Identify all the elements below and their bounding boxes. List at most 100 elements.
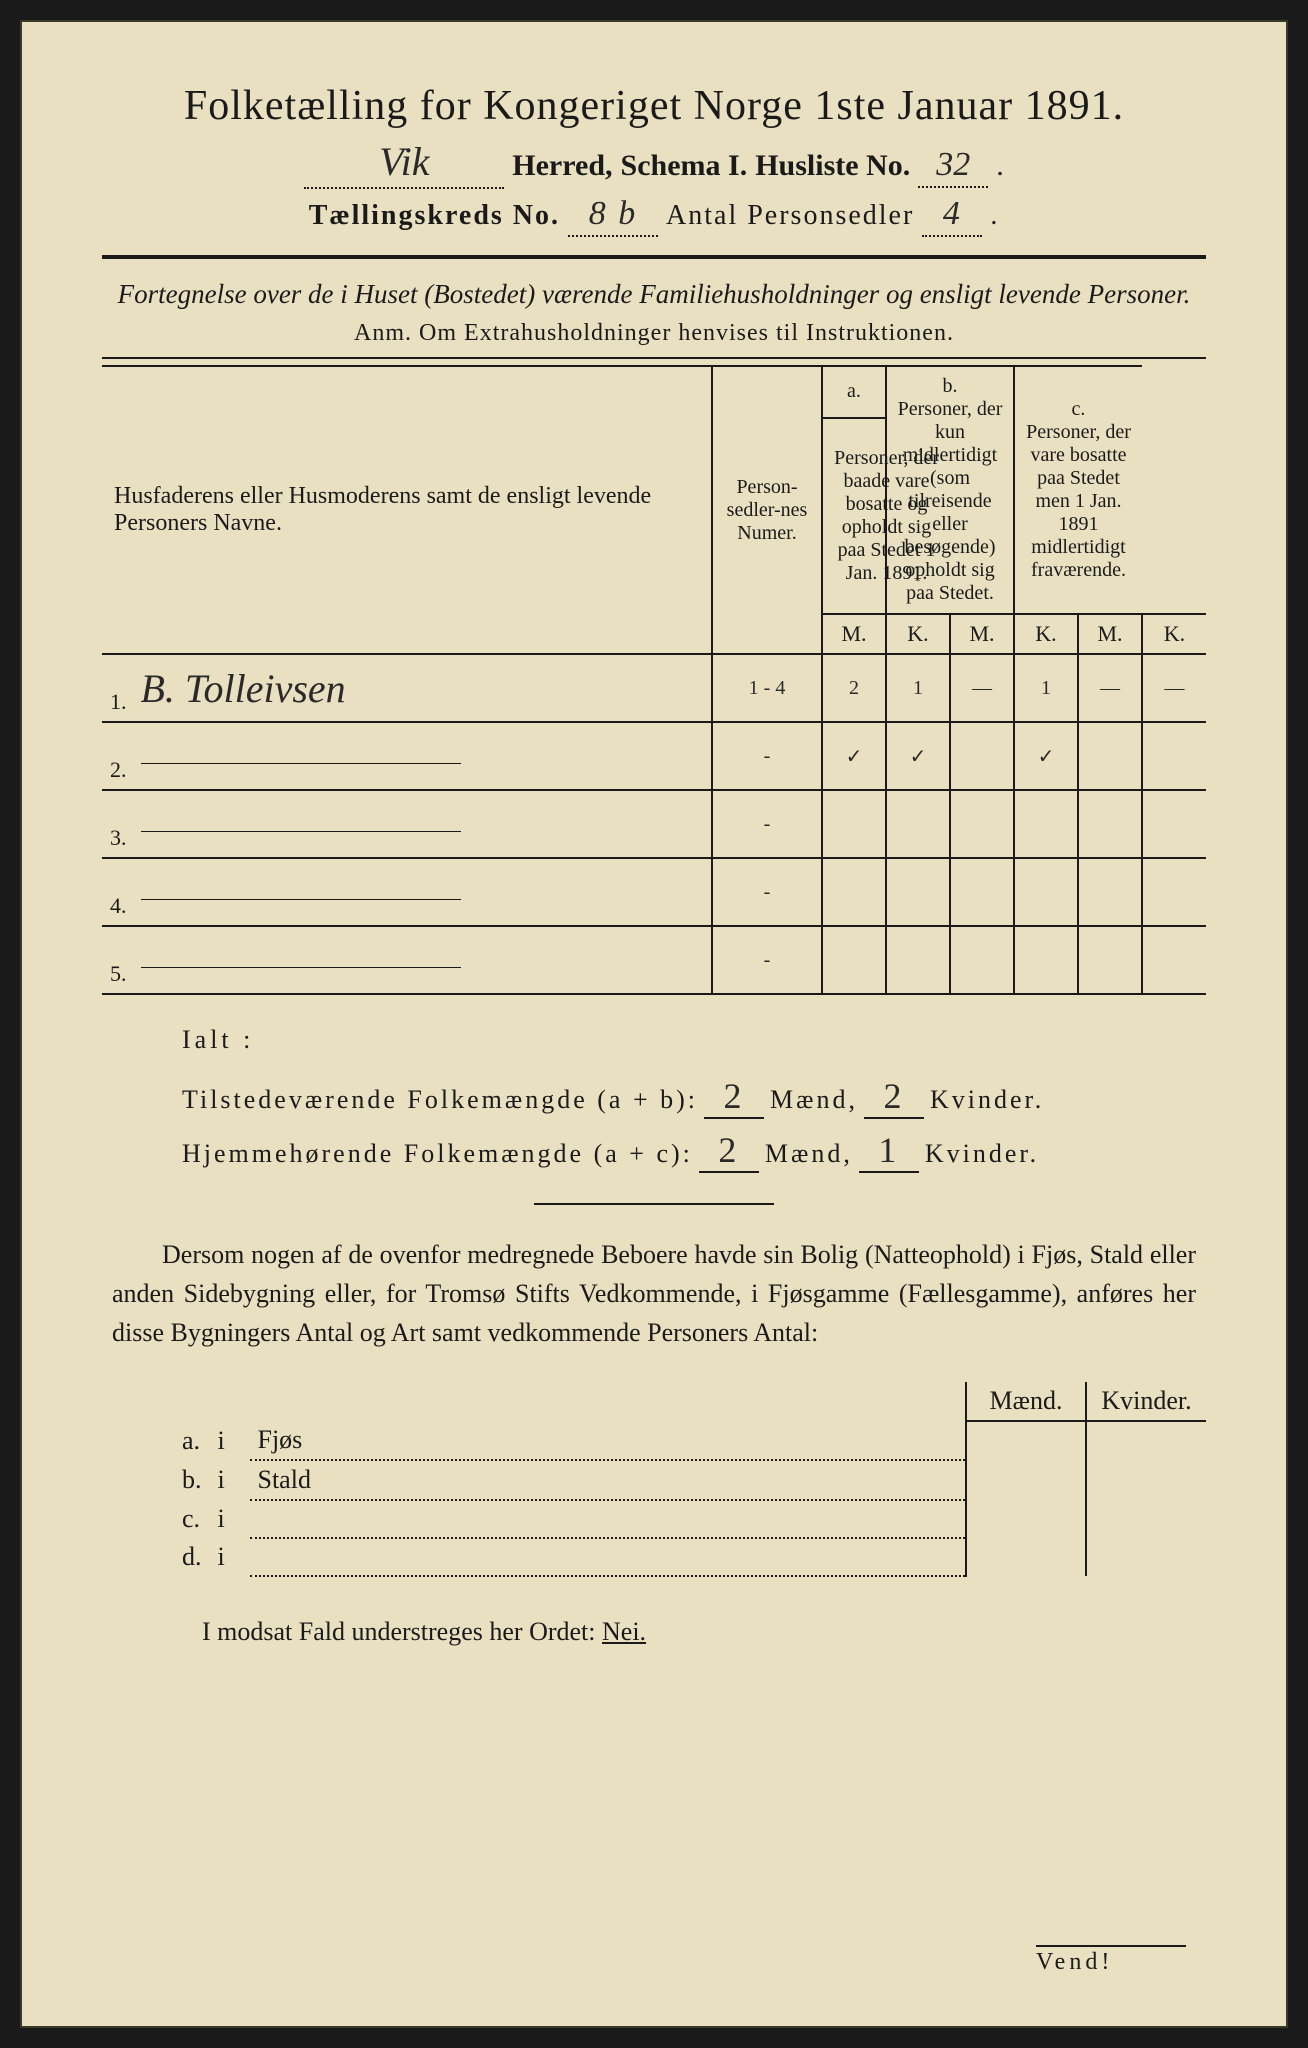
name-cell xyxy=(135,722,713,790)
building-row: b. i Stald xyxy=(102,1460,1206,1500)
hjemme-row: Hjemmehørende Folkemængde (a + c): 2 Mæn… xyxy=(182,1129,1206,1173)
census-form-page: Folketælling for Kongeriget Norge 1ste J… xyxy=(20,20,1288,2028)
bt-i: i xyxy=(210,1538,250,1576)
b-k-cell: ✓ xyxy=(1014,722,1078,790)
kvinder-label-1: Kvinder. xyxy=(930,1085,1044,1115)
row-number: 2. xyxy=(102,722,135,790)
col-b-k: K. xyxy=(1014,614,1078,654)
ialt-label: Ialt : xyxy=(182,1025,1206,1055)
c-k-cell xyxy=(1142,722,1206,790)
b-k-cell xyxy=(1014,926,1078,994)
nei-line: I modsat Fald understreges her Ordet: Ne… xyxy=(102,1617,1206,1647)
c-k-cell: — xyxy=(1142,654,1206,722)
kreds-value: 8 b xyxy=(589,195,638,232)
b-m-cell: — xyxy=(950,654,1014,722)
a-m-cell xyxy=(822,790,886,858)
table-row: 2. - ✓ ✓ ✓ xyxy=(102,722,1206,790)
bt-i: i xyxy=(210,1421,250,1460)
bt-letter: b. xyxy=(102,1460,210,1500)
a-k-cell: 1 xyxy=(886,654,950,722)
a-m-cell xyxy=(822,926,886,994)
antal-field: 4 xyxy=(922,195,982,237)
name-cell: B. Tolleivsen xyxy=(135,654,713,722)
main-title: Folketælling for Kongeriget Norge 1ste J… xyxy=(102,82,1206,130)
c-m-cell xyxy=(1078,790,1142,858)
hjemme-m: 2 xyxy=(699,1129,759,1173)
bt-maend: Mænd. xyxy=(966,1382,1086,1421)
kreds-label: Tællingskreds No. xyxy=(309,200,560,232)
vend-text: Vend! xyxy=(1036,1949,1113,1975)
b-m-cell xyxy=(950,790,1014,858)
a-m-cell: ✓ xyxy=(822,722,886,790)
name-cell xyxy=(135,858,713,926)
table-row: 5. - xyxy=(102,926,1206,994)
rule-2 xyxy=(102,357,1206,359)
row-number: 3. xyxy=(102,790,135,858)
col-c-label: c. xyxy=(1021,398,1136,421)
table-row: 4. - xyxy=(102,858,1206,926)
c-k-cell xyxy=(1142,926,1206,994)
col-numer: Person-sedler-nes Numer. xyxy=(712,366,822,654)
b-k-cell xyxy=(1014,790,1078,858)
col-b-label: b. xyxy=(893,375,1007,398)
col-b-m: M. xyxy=(950,614,1014,654)
col-c-text: Personer, der vare bosatte paa Stedet me… xyxy=(1021,421,1136,582)
col-a-k: K. xyxy=(886,614,950,654)
bt-m xyxy=(966,1500,1086,1538)
col-a-label: a. xyxy=(822,366,886,418)
bt-label xyxy=(250,1538,967,1576)
subtitle: Fortegnelse over de i Huset (Bostedet) v… xyxy=(102,279,1206,310)
table-row: 3. - xyxy=(102,790,1206,858)
bt-m xyxy=(966,1421,1086,1460)
c-m-cell xyxy=(1078,722,1142,790)
tilstede-k: 2 xyxy=(864,1075,924,1119)
c-m-cell: — xyxy=(1078,654,1142,722)
name-cell xyxy=(135,926,713,994)
tilstede-m: 2 xyxy=(704,1075,764,1119)
numer-cell: - xyxy=(712,858,822,926)
building-row: a. i Fjøs xyxy=(102,1421,1206,1460)
totals-section: Ialt : Tilstedeværende Folkemængde (a + … xyxy=(102,1025,1206,1173)
row-number: 4. xyxy=(102,858,135,926)
b-m-cell xyxy=(950,926,1014,994)
kreds-field: 8 b xyxy=(568,195,658,237)
building-paragraph: Dersom nogen af de ovenfor medregnede Be… xyxy=(112,1235,1196,1352)
schema-label: Schema I. xyxy=(621,149,748,183)
anm-note: Anm. Om Extrahusholdninger henvises til … xyxy=(102,320,1206,347)
nei-text: I modsat Fald understreges her Ordet: xyxy=(202,1617,596,1646)
col-c: c.Personer, der vare bosatte paa Stedet … xyxy=(1014,366,1142,614)
a-m-cell: 2 xyxy=(822,654,886,722)
c-k-cell xyxy=(1142,858,1206,926)
a-k-cell xyxy=(886,858,950,926)
numer-cell: - xyxy=(712,722,822,790)
herred-value: Vik xyxy=(379,139,429,184)
b-k-cell xyxy=(1014,858,1078,926)
tilstede-row: Tilstedeværende Folkemængde (a + b): 2 M… xyxy=(182,1075,1206,1119)
bt-letter: c. xyxy=(102,1500,210,1538)
title-text: Folketælling for Kongeriget Norge 1ste J… xyxy=(184,83,1124,129)
hjemme-label: Hjemmehørende Folkemængde (a + c): xyxy=(182,1139,693,1169)
bt-label: Stald xyxy=(250,1460,967,1500)
a-k-cell xyxy=(886,790,950,858)
bt-i: i xyxy=(210,1500,250,1538)
header-line-3: Tællingskreds No. 8 b Antal Personsedler… xyxy=(102,195,1206,237)
bt-k xyxy=(1086,1538,1206,1576)
col-names: Husfaderens eller Husmoderens samt de en… xyxy=(102,366,712,654)
col-a-m: M. xyxy=(822,614,886,654)
husliste-label: Husliste No. xyxy=(755,149,910,183)
bt-m xyxy=(966,1460,1086,1500)
antal-label: Antal Personsedler xyxy=(666,200,914,232)
building-table: Mænd. Kvinder. a. i Fjøs b. i Stald c. i… xyxy=(102,1382,1206,1577)
numer-cell: 1 - 4 xyxy=(712,654,822,722)
a-k-cell: ✓ xyxy=(886,722,950,790)
short-rule xyxy=(534,1203,774,1205)
nei-word: Nei. xyxy=(602,1617,646,1646)
kvinder-label-2: Kvinder. xyxy=(925,1139,1039,1169)
maend-label-1: Mænd, xyxy=(770,1085,858,1115)
building-row: d. i xyxy=(102,1538,1206,1576)
b-m-cell xyxy=(950,722,1014,790)
bt-kvinder: Kvinder. xyxy=(1086,1382,1206,1421)
bt-k xyxy=(1086,1460,1206,1500)
c-k-cell xyxy=(1142,790,1206,858)
bt-m xyxy=(966,1538,1086,1576)
